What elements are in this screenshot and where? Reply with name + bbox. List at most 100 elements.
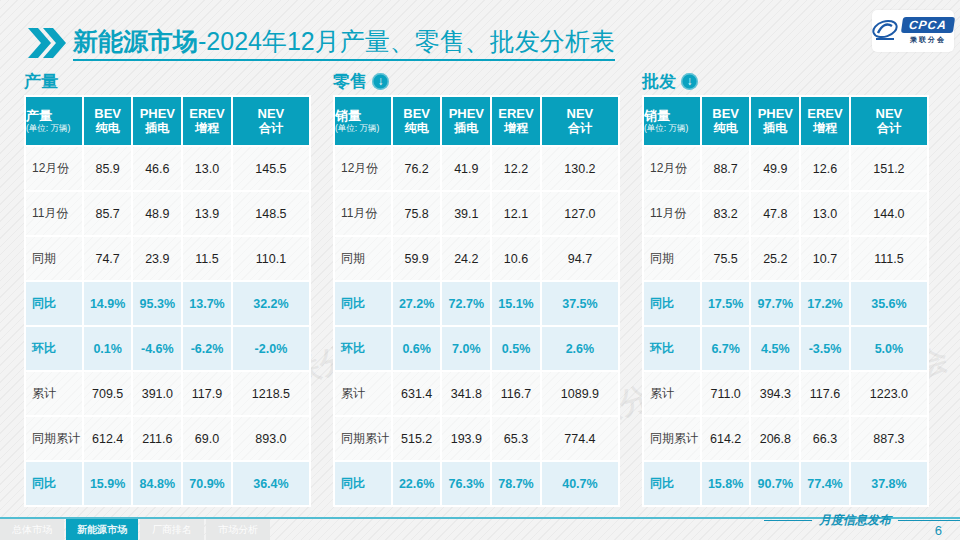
cell-value: 77.4% bbox=[801, 462, 849, 505]
column-header-bev: BEV纯电 bbox=[393, 97, 441, 145]
measure-label: 产量 bbox=[26, 108, 82, 123]
cell-value: 76.2 bbox=[393, 147, 441, 190]
cell-value: 612.4 bbox=[84, 417, 132, 460]
cell-value: 6.7% bbox=[702, 327, 750, 370]
footer-tab-市场分析[interactable]: 市场分析 bbox=[206, 519, 270, 540]
cell-value: 151.2 bbox=[851, 147, 927, 190]
table-row: 12月份76.241.912.2130.2 bbox=[335, 147, 618, 190]
row-label: 累计 bbox=[335, 372, 391, 415]
cell-value: 75.5 bbox=[702, 237, 750, 280]
production-table: 产量 (单位: 万辆) BEV纯电 PHEV插电 EREV增程 NEV合计 12… bbox=[24, 95, 311, 507]
cell-value: 12.2 bbox=[492, 147, 540, 190]
page-number: 6 bbox=[935, 523, 942, 538]
cell-value: 36.4% bbox=[233, 462, 309, 505]
corner-header-cell: 销量 (单位: 万辆) bbox=[644, 97, 700, 145]
table-row: 12月份85.946.613.0145.5 bbox=[26, 147, 309, 190]
table-row: 累计709.5391.0117.91218.5 bbox=[26, 372, 309, 415]
cell-value: 94.7 bbox=[542, 237, 618, 280]
table-row: 累计711.0394.3117.61223.0 bbox=[644, 372, 927, 415]
cell-value: 85.9 bbox=[84, 147, 132, 190]
cell-value: 41.9 bbox=[442, 147, 490, 190]
wholesale-table-block: 批发 ↓ 销量 (单位: 万辆) BEV纯电 PHEV插电 EREV增程 NEV… bbox=[642, 70, 929, 507]
retail-section-header: 零售 ↓ bbox=[333, 70, 620, 92]
cell-value: 90.7% bbox=[751, 462, 799, 505]
cell-value: 0.5% bbox=[492, 327, 540, 370]
cell-value: -3.5% bbox=[801, 327, 849, 370]
table-row: 同比17.5%97.7%17.2%35.6% bbox=[644, 282, 927, 325]
column-header-nev: NEV合计 bbox=[851, 97, 927, 145]
cell-value: 12.6 bbox=[801, 147, 849, 190]
footer-tab-总体市场[interactable]: 总体市场 bbox=[0, 519, 64, 540]
cell-value: 0.6% bbox=[393, 327, 441, 370]
footer-tab-bar: 总体市场新能源市场厂商排名市场分析 bbox=[0, 519, 270, 540]
production-section-header: 产量 bbox=[24, 70, 311, 92]
cell-value: 887.3 bbox=[851, 417, 927, 460]
cell-value: 59.9 bbox=[393, 237, 441, 280]
cell-value: 111.5 bbox=[851, 237, 927, 280]
column-header-bev: BEV纯电 bbox=[702, 97, 750, 145]
footer-tab-厂商排名[interactable]: 厂商排名 bbox=[140, 519, 204, 540]
row-label: 11月份 bbox=[26, 192, 82, 235]
cell-value: 47.8 bbox=[751, 192, 799, 235]
cell-value: 193.9 bbox=[442, 417, 490, 460]
cell-value: 117.6 bbox=[801, 372, 849, 415]
cell-value: 39.1 bbox=[442, 192, 490, 235]
unit-note: (单位: 万辆) bbox=[335, 123, 391, 134]
cell-value: 116.7 bbox=[492, 372, 540, 415]
down-arrow-icon: ↓ bbox=[372, 73, 389, 90]
cpca-emblem-icon bbox=[872, 16, 898, 46]
cell-value: 614.2 bbox=[702, 417, 750, 460]
cell-value: 74.7 bbox=[84, 237, 132, 280]
publish-right-rule bbox=[898, 520, 960, 521]
table-row: 11月份75.839.112.1127.0 bbox=[335, 192, 618, 235]
row-label: 同期 bbox=[644, 237, 700, 280]
wholesale-table: 销量 (单位: 万辆) BEV纯电 PHEV插电 EREV增程 NEV合计 12… bbox=[642, 95, 929, 507]
row-label: 11月份 bbox=[335, 192, 391, 235]
row-label: 同期累计 bbox=[26, 417, 82, 460]
column-header-erev: EREV增程 bbox=[801, 97, 849, 145]
cell-value: 17.2% bbox=[801, 282, 849, 325]
table-row: 同比15.9%84.8%70.9%36.4% bbox=[26, 462, 309, 505]
cell-value: 144.0 bbox=[851, 192, 927, 235]
cell-value: 127.0 bbox=[542, 192, 618, 235]
retail-table-block: 零售 ↓ 销量 (单位: 万辆) BEV纯电 PHEV插电 EREV增程 NEV… bbox=[333, 70, 620, 507]
cell-value: 14.9% bbox=[84, 282, 132, 325]
row-label: 同期 bbox=[335, 237, 391, 280]
cell-value: 515.2 bbox=[393, 417, 441, 460]
cell-value: 37.8% bbox=[851, 462, 927, 505]
row-label: 环比 bbox=[26, 327, 82, 370]
cell-value: 148.5 bbox=[233, 192, 309, 235]
cpca-logo-subtext: 乘联分会 bbox=[910, 35, 946, 45]
cell-value: 211.6 bbox=[133, 417, 181, 460]
cell-value: 65.3 bbox=[492, 417, 540, 460]
table-body: 12月份88.749.912.6151.211月份83.247.813.0144… bbox=[644, 147, 927, 505]
cell-value: 15.8% bbox=[702, 462, 750, 505]
publish-left-rule bbox=[764, 520, 812, 521]
cell-value: 23.9 bbox=[133, 237, 181, 280]
cell-value: 78.7% bbox=[492, 462, 540, 505]
cell-value: 66.3 bbox=[801, 417, 849, 460]
footer-tab-新能源市场[interactable]: 新能源市场 bbox=[66, 519, 138, 540]
table-row: 同期累计515.2193.965.3774.4 bbox=[335, 417, 618, 460]
row-label: 同比 bbox=[335, 462, 391, 505]
cell-value: 37.5% bbox=[542, 282, 618, 325]
unit-note: (单位: 万辆) bbox=[26, 123, 82, 134]
table-body: 12月份76.241.912.2130.211月份75.839.112.1127… bbox=[335, 147, 618, 505]
row-label: 同期 bbox=[26, 237, 82, 280]
cell-value: 2.6% bbox=[542, 327, 618, 370]
row-label: 累计 bbox=[644, 372, 700, 415]
table-row: 同比14.9%95.3%13.7%32.2% bbox=[26, 282, 309, 325]
cell-value: 35.6% bbox=[851, 282, 927, 325]
cell-value: 88.7 bbox=[702, 147, 750, 190]
cell-value: 13.0 bbox=[183, 147, 231, 190]
table-row: 环比0.6%7.0%0.5%2.6% bbox=[335, 327, 618, 370]
cell-value: 75.8 bbox=[393, 192, 441, 235]
cell-value: 130.2 bbox=[542, 147, 618, 190]
measure-label: 销量 bbox=[335, 108, 391, 123]
cell-value: 1089.9 bbox=[542, 372, 618, 415]
cpca-logo-text: CPCA bbox=[901, 17, 955, 33]
cell-value: 7.0% bbox=[442, 327, 490, 370]
cell-value: 25.2 bbox=[751, 237, 799, 280]
row-label: 12月份 bbox=[26, 147, 82, 190]
cell-value: 110.1 bbox=[233, 237, 309, 280]
